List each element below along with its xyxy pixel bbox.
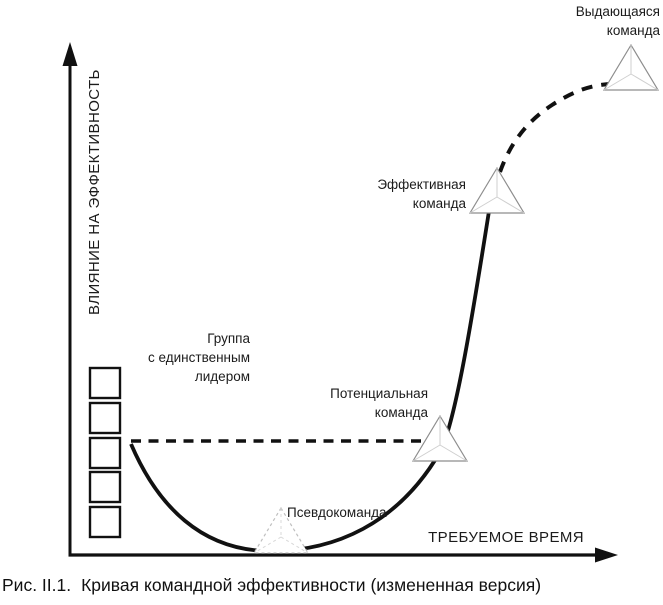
figure-caption-title: Кривая командной эффективности (измененн… — [81, 575, 542, 595]
group-square — [88, 505, 122, 539]
outstanding-team-label: Выдающаяся команда — [575, 4, 660, 38]
y-axis — [62, 42, 78, 557]
potential-team-label: Потенциальная команда — [330, 386, 428, 420]
x-axis-label: ТРЕБУЕМОЕ ВРЕМЯ — [428, 529, 584, 546]
projected-curve — [498, 82, 615, 173]
pseudo-team-label: Псевдокоманда — [287, 505, 387, 520]
group-square — [88, 470, 122, 504]
pseudo-team-tetrahedron-icon — [252, 506, 310, 554]
working-group-label: Группа с единственным лидером — [148, 331, 250, 384]
performance-curve — [129, 191, 494, 553]
outstanding-team-tetrahedron-icon — [602, 43, 660, 91]
effective-team-label: Эффективная команда — [377, 177, 466, 211]
figure-caption-number: Рис. II.1. — [2, 575, 72, 595]
effective-team-tetrahedron-icon — [468, 166, 526, 214]
potential-team-tetrahedron-icon — [411, 414, 469, 462]
x-axis-arrowhead-icon — [595, 547, 618, 563]
stacked-squares-icon — [88, 366, 122, 539]
figure-caption: Рис. II.1. Кривая командной эффективности… — [2, 575, 541, 596]
group-square — [88, 436, 122, 470]
x-axis — [68, 547, 618, 563]
group-square — [88, 401, 122, 435]
group-square — [88, 366, 122, 400]
y-axis-label: ВЛИЯНИЕ НА ЭФФЕКТИВНОСТЬ — [86, 69, 103, 315]
y-axis-arrowhead-icon — [62, 42, 78, 66]
